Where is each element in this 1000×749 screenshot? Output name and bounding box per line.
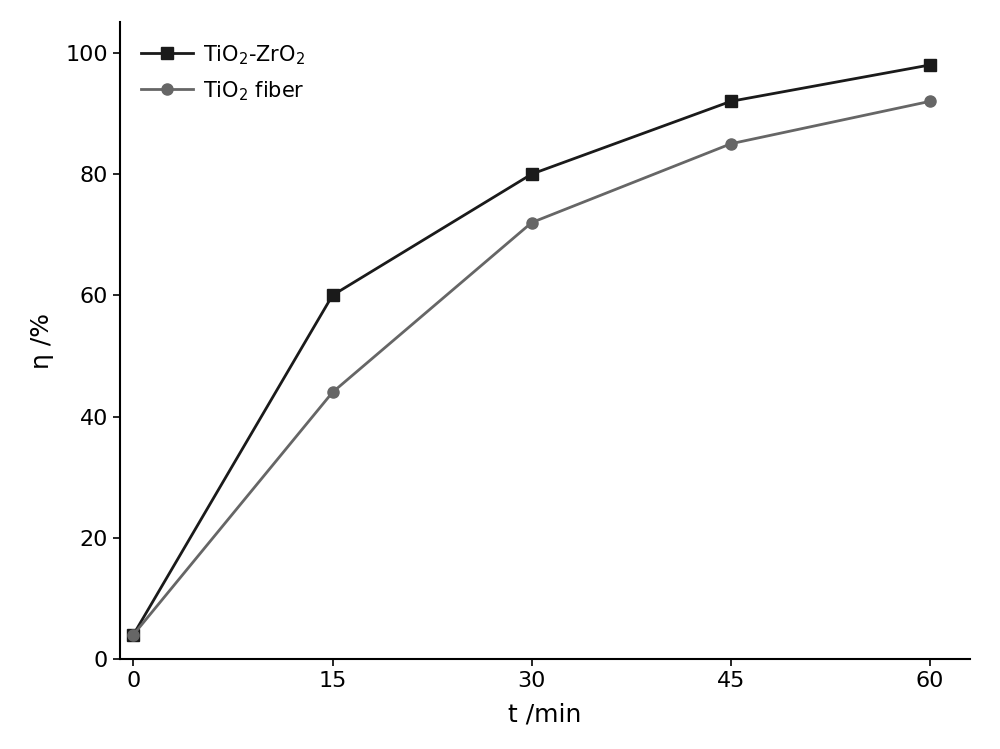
X-axis label: t /min: t /min (508, 702, 582, 726)
Y-axis label: η /%: η /% (30, 313, 54, 369)
Legend: TiO$_2$-ZrO$_2$, TiO$_2$ fiber: TiO$_2$-ZrO$_2$, TiO$_2$ fiber (130, 33, 316, 113)
